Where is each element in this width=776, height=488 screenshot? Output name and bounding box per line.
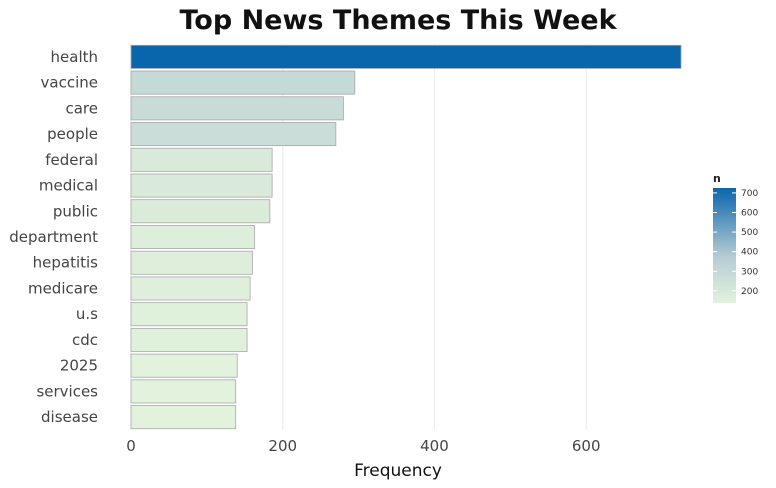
category-label: public — [53, 202, 98, 220]
category-label: services — [36, 382, 98, 400]
legend-tick-label: 600 — [741, 208, 758, 218]
x-tick-label: 200 — [268, 437, 297, 455]
bar-medical — [130, 173, 273, 198]
x-axis-ticks: 0 200 400 600 — [126, 437, 600, 455]
legend-tick-label: 400 — [741, 248, 758, 258]
bar-medicare — [130, 276, 251, 301]
category-label: hepatitis — [33, 254, 99, 272]
category-label: medicare — [28, 279, 98, 297]
x-axis-title: Frequency — [354, 461, 442, 481]
category-label: cdc — [72, 331, 98, 349]
legend-ticks: 200 300 400 500 600 700 — [713, 189, 758, 297]
category-label: care — [65, 99, 98, 117]
legend-colorbar — [713, 188, 736, 303]
legend-tick-label: 200 — [741, 287, 758, 297]
bar-2025 — [130, 353, 238, 378]
bar-u-s — [130, 302, 248, 327]
bar-hepatitis — [130, 250, 253, 275]
bar-cdc — [130, 327, 248, 352]
bar-public — [130, 199, 271, 224]
category-labels: health vaccine care people federal medical pub… — [9, 48, 98, 426]
legend-tick-label: 500 — [741, 228, 758, 238]
category-label: disease — [41, 408, 98, 426]
bar-federal — [130, 147, 273, 172]
x-tick-label: 600 — [572, 437, 601, 455]
legend-tick-label: 700 — [741, 189, 758, 199]
bar-services — [130, 379, 237, 404]
legend-title: n — [713, 172, 721, 185]
bar-department — [130, 225, 256, 249]
chart-title: Top News Themes This Week — [179, 5, 617, 36]
color-legend: n 200 300 400 500 600 700 — [713, 172, 758, 303]
category-label: u.s — [76, 305, 98, 323]
category-label: department — [9, 228, 98, 246]
x-tick-label: 400 — [420, 437, 449, 455]
category-label: medical — [39, 177, 98, 195]
x-tick-label: 0 — [126, 437, 136, 455]
bar-layer — [130, 44, 682, 430]
category-label: federal — [45, 151, 98, 169]
bar-people — [130, 122, 337, 147]
legend-tick-label: 300 — [741, 267, 758, 277]
category-label: vaccine — [41, 74, 98, 92]
bar-care — [130, 96, 344, 121]
bar-vaccine — [130, 70, 356, 95]
bar-disease — [130, 405, 237, 430]
bar-health — [130, 44, 682, 69]
category-label: 2025 — [60, 357, 98, 375]
category-label: people — [47, 125, 98, 143]
category-label: health — [51, 48, 98, 66]
